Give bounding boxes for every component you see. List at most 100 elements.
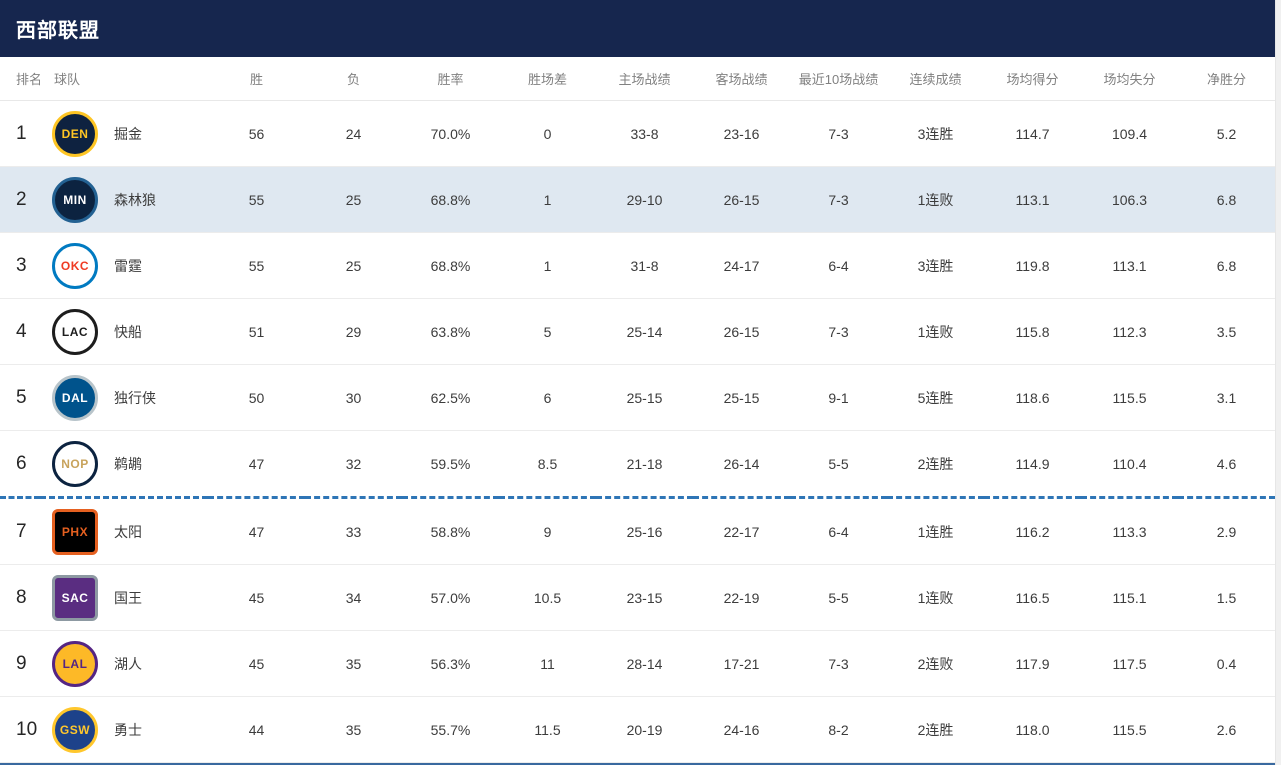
away-record-value: 26-14 <box>693 430 790 499</box>
rank-value: 9 <box>0 630 40 697</box>
team-cell[interactable]: DEN 掘金 <box>40 100 208 167</box>
wins-value: 47 <box>208 430 305 499</box>
team-abbr: SAC <box>61 590 89 605</box>
rank-value: 4 <box>0 298 40 365</box>
losses-value: 25 <box>305 232 402 299</box>
ppg-value: 114.9 <box>984 430 1081 499</box>
team-logo-icon: DAL <box>52 374 98 421</box>
team-cell[interactable]: OKC 雷霆 <box>40 232 208 299</box>
last10-value: 5-5 <box>790 564 887 631</box>
wins-value: 45 <box>208 564 305 631</box>
team-cell[interactable]: DAL 独行侠 <box>40 364 208 431</box>
home-record-value: 23-15 <box>596 564 693 631</box>
wins-value: 45 <box>208 630 305 697</box>
games-behind-value: 5 <box>499 298 596 365</box>
team-cell[interactable]: MIN 森林狼 <box>40 166 208 233</box>
team-cell[interactable]: LAL 湖人 <box>40 630 208 697</box>
opp-ppg-value: 113.1 <box>1081 232 1178 299</box>
winpct-value: 58.8% <box>402 497 499 565</box>
team-name: 森林狼 <box>114 191 156 208</box>
ppg-value: 113.1 <box>984 166 1081 233</box>
team-cell[interactable]: GSW 勇士 <box>40 696 208 763</box>
table-bottom-accent-line <box>0 763 1275 765</box>
wins-value: 47 <box>208 497 305 565</box>
away-record-value: 22-17 <box>693 497 790 565</box>
away-record-value: 24-16 <box>693 696 790 763</box>
last10-value: 7-3 <box>790 298 887 365</box>
table-row[interactable]: 1 DEN 掘金 56 24 70.0% 0 33-8 23-16 7-3 3连… <box>0 100 1275 167</box>
home-record-value: 25-16 <box>596 497 693 565</box>
team-cell[interactable]: SAC 国王 <box>40 564 208 631</box>
net-value: 4.6 <box>1178 430 1275 499</box>
losses-value: 35 <box>305 630 402 697</box>
ppg-value: 118.0 <box>984 696 1081 763</box>
team-cell[interactable]: NOP 鹈鹕 <box>40 430 208 499</box>
streak-value: 2连胜 <box>887 696 984 763</box>
team-logo-icon: DEN <box>52 110 98 157</box>
last10-value: 6-4 <box>790 232 887 299</box>
net-value: 2.6 <box>1178 696 1275 763</box>
away-record-value: 23-16 <box>693 100 790 167</box>
team-name: 快船 <box>114 323 142 340</box>
wins-value: 56 <box>208 100 305 167</box>
team-abbr: LAL <box>62 656 88 671</box>
team-name: 掘金 <box>114 125 142 142</box>
net-value: 2.9 <box>1178 497 1275 565</box>
team-name: 湖人 <box>114 655 142 672</box>
winpct-value: 62.5% <box>402 364 499 431</box>
team-name: 国王 <box>114 589 142 606</box>
last10-value: 9-1 <box>790 364 887 431</box>
team-name: 勇士 <box>114 721 142 738</box>
table-row[interactable]: 3 OKC 雷霆 55 25 68.8% 1 31-8 24-17 6-4 3连… <box>0 232 1275 299</box>
ppg-value: 115.8 <box>984 298 1081 365</box>
home-record-value: 25-15 <box>596 364 693 431</box>
team-logo-icon: SAC <box>52 574 98 621</box>
table-row[interactable]: 7 PHX 太阳 47 33 58.8% 9 25-16 22-17 6-4 1… <box>0 497 1275 565</box>
games-behind-value: 11.5 <box>499 696 596 763</box>
last10-value: 7-3 <box>790 100 887 167</box>
table-row[interactable]: 10 GSW 勇士 44 35 55.7% 11.5 20-19 24-16 8… <box>0 696 1275 763</box>
table-row[interactable]: 2 MIN 森林狼 55 25 68.8% 1 29-10 26-15 7-3 … <box>0 166 1275 233</box>
table-row[interactable]: 4 LAC 快船 51 29 63.8% 5 25-14 26-15 7-3 1… <box>0 298 1275 365</box>
standings-table: 排名 球队 胜 负 胜率 胜场差 主场战绩 客场战绩 最近10场战绩 连续成绩 … <box>0 57 1275 763</box>
team-cell[interactable]: LAC 快船 <box>40 298 208 365</box>
wins-value: 44 <box>208 696 305 763</box>
last10-value: 7-3 <box>790 630 887 697</box>
table-row[interactable]: 9 LAL 湖人 45 35 56.3% 11 28-14 17-21 7-3 … <box>0 630 1275 697</box>
ppg-value: 119.8 <box>984 232 1081 299</box>
vertical-scrollbar[interactable] <box>1275 0 1281 765</box>
ppg-value: 116.5 <box>984 564 1081 631</box>
streak-value: 5连胜 <box>887 364 984 431</box>
games-behind-value: 9 <box>499 497 596 565</box>
table-row[interactable]: 8 SAC 国王 45 34 57.0% 10.5 23-15 22-19 5-… <box>0 564 1275 631</box>
team-abbr: OKC <box>60 258 90 273</box>
winpct-value: 70.0% <box>402 100 499 167</box>
winpct-value: 68.8% <box>402 232 499 299</box>
away-record-value: 25-15 <box>693 364 790 431</box>
team-logo-icon: OKC <box>52 242 98 289</box>
losses-value: 30 <box>305 364 402 431</box>
losses-value: 33 <box>305 497 402 565</box>
games-behind-value: 11 <box>499 630 596 697</box>
team-logo-icon: LAC <box>52 308 98 355</box>
losses-value: 34 <box>305 564 402 631</box>
home-record-value: 31-8 <box>596 232 693 299</box>
standings-body: 1 DEN 掘金 56 24 70.0% 0 33-8 23-16 7-3 3连… <box>0 100 1275 763</box>
rank-value: 6 <box>0 430 40 499</box>
team-name: 独行侠 <box>114 389 156 406</box>
home-record-value: 21-18 <box>596 430 693 499</box>
winpct-value: 56.3% <box>402 630 499 697</box>
rank-value: 8 <box>0 564 40 631</box>
team-name: 太阳 <box>114 523 142 540</box>
winpct-value: 63.8% <box>402 298 499 365</box>
team-logo-icon: PHX <box>52 508 98 555</box>
team-logo-icon: GSW <box>52 706 98 753</box>
table-row[interactable]: 5 DAL 独行侠 50 30 62.5% 6 25-15 25-15 9-1 … <box>0 364 1275 431</box>
team-abbr: DEN <box>61 126 89 141</box>
team-cell[interactable]: PHX 太阳 <box>40 497 208 565</box>
net-value: 6.8 <box>1178 232 1275 299</box>
games-behind-value: 6 <box>499 364 596 431</box>
table-row[interactable]: 6 NOP 鹈鹕 47 32 59.5% 8.5 21-18 26-14 5-5… <box>0 430 1275 499</box>
col-header-rank: 排名 <box>0 57 40 101</box>
